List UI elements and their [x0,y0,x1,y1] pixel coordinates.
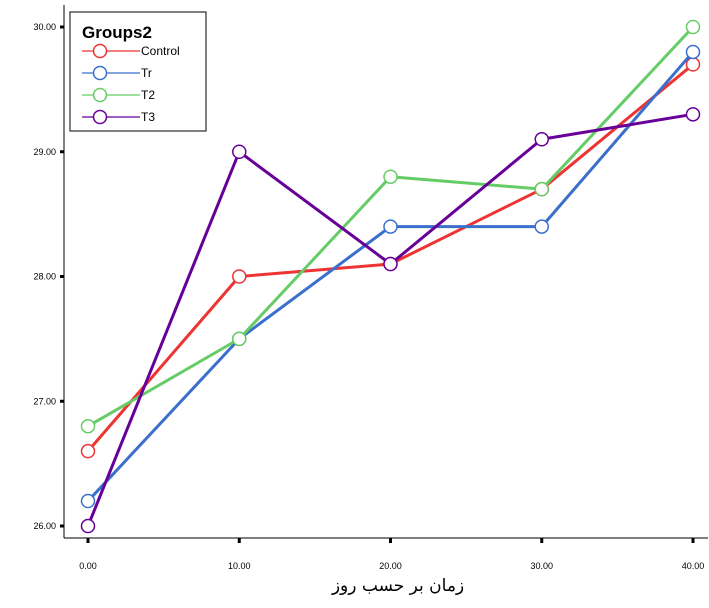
x-tick-label: 30.00 [530,561,553,571]
legend-marker [92,43,108,59]
data-point [232,144,247,159]
data-point [685,107,701,122]
series-t3 [80,107,701,534]
data-point [383,256,398,272]
data-point [383,169,398,184]
legend-label: T3 [141,110,155,124]
data-point [232,331,247,347]
data-point [685,44,701,60]
data-point [534,181,549,197]
data-point [80,418,96,434]
legend-item: T3 [82,109,155,125]
data-point [232,269,247,284]
legend-marker [92,109,108,125]
x-tick-label: 40.00 [682,561,705,571]
series-layer [80,19,701,534]
series-t2 [80,19,701,434]
legend-entries: Control Tr T2 T3 [82,43,180,125]
data-point [534,219,549,234]
x-axis-label: زمان بر حسب روز [331,576,464,596]
legend-item: Tr [82,65,152,81]
x-tick-label: 20.00 [379,561,402,571]
legend-marker [92,87,108,103]
y-tick-label: 29.00 [33,147,56,157]
y-tick-label: 26.00 [33,521,56,531]
data-point [80,493,96,509]
legend-item: Control [82,43,180,59]
x-tick-label: 10.00 [228,561,251,571]
x-ticks: 0.00 10.00 20.00 30.00 40.00 [79,538,704,571]
y-tick-label: 30.00 [33,22,56,32]
legend-title: Groups2 [82,23,152,42]
y-ticks: 26.00 27.00 28.00 29.00 30.00 [33,22,64,531]
legend-marker [92,65,108,81]
data-point [685,57,701,72]
axes [63,5,708,539]
legend: Groups2 Control Tr T2 T3 [69,11,207,132]
data-point [80,518,96,534]
legend-item: T2 [82,87,155,103]
legend-label: Control [141,44,180,58]
y-tick-label: 28.00 [33,272,56,282]
legend-label: Tr [141,66,152,80]
x-tick-label: 0.00 [79,561,97,571]
data-point [685,19,701,35]
data-point [534,132,549,147]
legend-box [69,11,207,132]
y-tick-label: 27.00 [33,396,56,406]
data-point [383,219,398,234]
legend-label: T2 [141,88,155,102]
data-point [80,443,96,459]
